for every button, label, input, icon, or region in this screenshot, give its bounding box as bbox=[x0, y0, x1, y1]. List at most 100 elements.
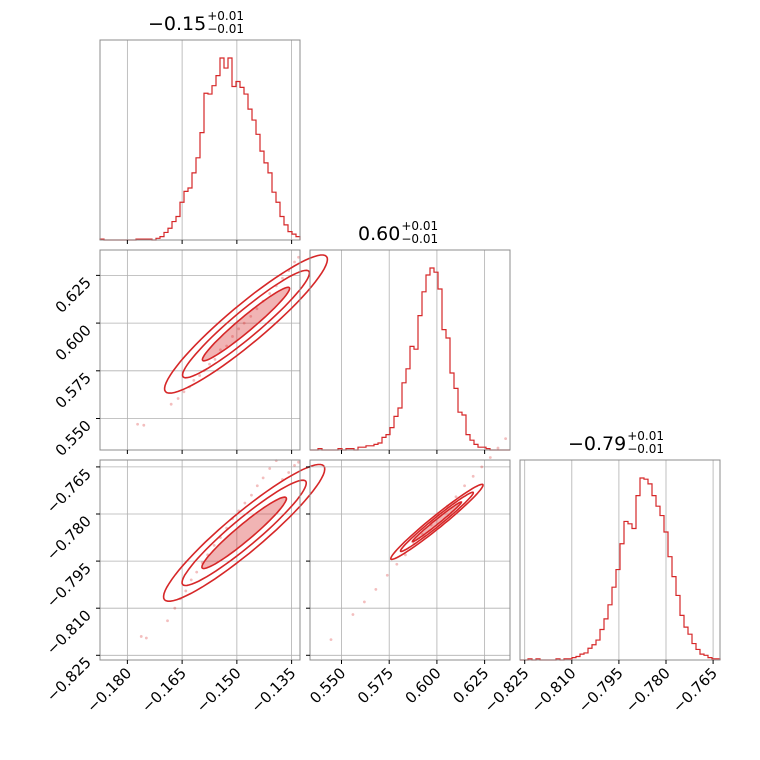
tick-label-x: −0.780 bbox=[622, 664, 674, 716]
scatter-point bbox=[255, 307, 259, 311]
title-plus-2: +0.01 bbox=[627, 429, 664, 443]
scatter-point bbox=[293, 463, 296, 467]
scatter-point bbox=[213, 357, 217, 361]
panel-frame bbox=[309, 249, 511, 451]
panel-1-1 bbox=[309, 249, 511, 454]
scatter-point bbox=[268, 292, 272, 295]
tick-label-y: 0.600 bbox=[52, 321, 95, 364]
scatter-point bbox=[192, 378, 196, 382]
title-minus-1: −0.01 bbox=[401, 232, 438, 246]
contour-level-0 bbox=[201, 286, 291, 362]
panel-frame bbox=[99, 249, 301, 451]
contour-level-2 bbox=[162, 463, 326, 603]
tick-label-x: −0.795 bbox=[575, 664, 627, 716]
scatter-point bbox=[255, 484, 259, 488]
panel-frame bbox=[99, 39, 301, 241]
scatter-point bbox=[293, 260, 296, 264]
scatter-point bbox=[139, 635, 143, 638]
histogram-param-2 bbox=[520, 477, 721, 661]
tick-label-x: −0.765 bbox=[669, 664, 721, 716]
scatter-point bbox=[374, 587, 378, 591]
scatter-point bbox=[362, 600, 366, 604]
scatter-point bbox=[169, 402, 173, 406]
scatter-point bbox=[242, 321, 246, 325]
tick-label-y: −0.810 bbox=[43, 606, 95, 658]
title-plus-0: +0.01 bbox=[207, 9, 244, 23]
scatter-point bbox=[261, 476, 265, 480]
scatter-point bbox=[287, 471, 291, 474]
tick-label-x: 0.600 bbox=[402, 664, 445, 707]
panel-0-0 bbox=[99, 39, 301, 244]
scatter-point bbox=[454, 495, 458, 499]
tick-label-y: −0.780 bbox=[43, 512, 95, 564]
scatter-point bbox=[195, 570, 199, 574]
scatter-point bbox=[250, 493, 253, 497]
scatter-point bbox=[189, 578, 193, 582]
tick-label-y: −0.765 bbox=[43, 465, 95, 517]
panel-2-0 bbox=[96, 459, 326, 664]
contour-level-2 bbox=[163, 254, 329, 394]
title-minus-2: −0.01 bbox=[627, 442, 664, 456]
scatter-point bbox=[297, 255, 300, 259]
title-minus-0: −0.01 bbox=[207, 22, 244, 36]
scatter-point bbox=[212, 544, 216, 547]
scatter-point bbox=[243, 501, 247, 505]
contour-level-1 bbox=[181, 479, 308, 587]
tick-label-x: −0.150 bbox=[193, 664, 245, 716]
scatter-point bbox=[136, 422, 139, 426]
contour-level-1 bbox=[181, 269, 311, 379]
tick-label-x: 0.575 bbox=[354, 664, 397, 707]
title-plus-1: +0.01 bbox=[401, 219, 438, 233]
scatter-point bbox=[297, 460, 300, 464]
scatter-point bbox=[173, 606, 177, 610]
title-param-1: 0.60 bbox=[358, 223, 400, 245]
panel-frame bbox=[519, 459, 721, 661]
scatter-point bbox=[182, 390, 186, 394]
scatter-point bbox=[208, 362, 211, 366]
scatter-point bbox=[351, 613, 355, 616]
scatter-point bbox=[480, 465, 484, 469]
scatter-point bbox=[395, 562, 399, 566]
tick-label-x: −0.825 bbox=[481, 664, 533, 716]
scatter-point bbox=[488, 456, 492, 459]
panel-1-0 bbox=[96, 249, 329, 454]
scatter-point bbox=[219, 348, 222, 352]
tick-label-y: 0.575 bbox=[52, 369, 95, 412]
scatter-point bbox=[249, 315, 253, 318]
tick-label-y: −0.795 bbox=[43, 559, 95, 611]
panel-2-2 bbox=[519, 459, 721, 664]
scatter-point bbox=[198, 374, 202, 377]
title-param-0: −0.15 bbox=[148, 13, 206, 35]
scatter-point bbox=[504, 437, 508, 441]
tick-label-x: −0.165 bbox=[138, 664, 190, 716]
title-param-2: −0.79 bbox=[568, 433, 626, 455]
contour-level-1 bbox=[399, 491, 475, 553]
scatter-point bbox=[471, 474, 475, 478]
tick-label-x: 0.550 bbox=[306, 664, 349, 707]
panel-frame bbox=[99, 459, 301, 661]
scatter-point bbox=[142, 423, 146, 427]
scatter-point bbox=[144, 636, 148, 640]
scatter-point bbox=[166, 619, 169, 623]
scatter-point bbox=[237, 327, 241, 331]
panel-frame bbox=[309, 459, 511, 661]
tick-label-y: −0.825 bbox=[43, 653, 95, 705]
scatter-point bbox=[176, 397, 180, 400]
panel-2-1 bbox=[306, 437, 511, 664]
histogram-param-1 bbox=[310, 267, 510, 451]
histogram-param-0 bbox=[99, 57, 301, 241]
tick-label-y: 0.625 bbox=[52, 273, 95, 316]
scatter-point bbox=[463, 484, 466, 488]
scatter-point bbox=[385, 573, 389, 577]
scatter-point bbox=[268, 467, 272, 470]
scatter-point bbox=[404, 553, 407, 557]
scatter-point bbox=[496, 446, 500, 450]
scatter-point bbox=[231, 335, 234, 338]
contour-level-0 bbox=[201, 496, 288, 570]
tick-label-x: −0.810 bbox=[528, 664, 580, 716]
tick-label-x: −0.180 bbox=[83, 664, 135, 716]
scatter-point bbox=[225, 344, 229, 348]
tick-label-y: 0.550 bbox=[52, 417, 95, 460]
contour-level-2 bbox=[389, 483, 484, 561]
